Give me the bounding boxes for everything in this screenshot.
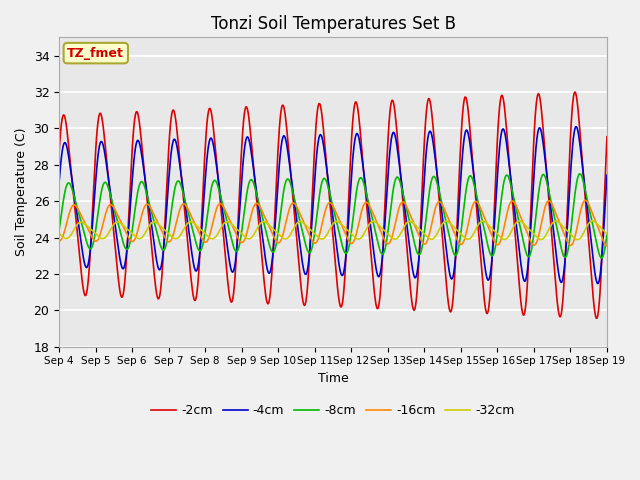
-8cm <box>575 171 583 177</box>
-32cm <box>206 235 214 241</box>
-8cm <box>415 252 423 257</box>
-2cm <box>65 147 73 153</box>
-4cm <box>573 124 580 130</box>
Legend: -2cm, -4cm, -8cm, -16cm, -32cm: -2cm, -4cm, -8cm, -16cm, -32cm <box>147 399 520 422</box>
-8cm <box>206 193 214 199</box>
-8cm <box>598 255 605 261</box>
-4cm <box>206 136 214 142</box>
-2cm <box>55 148 63 154</box>
-8cm <box>55 227 63 233</box>
-8cm <box>122 245 129 251</box>
-16cm <box>206 231 214 237</box>
Text: TZ_fmet: TZ_fmet <box>67 47 124 60</box>
-16cm <box>55 238 63 244</box>
-32cm <box>603 231 611 237</box>
-4cm <box>603 172 611 178</box>
-16cm <box>415 234 423 240</box>
Line: -16cm: -16cm <box>59 200 607 246</box>
-4cm <box>55 179 63 184</box>
Title: Tonzi Soil Temperatures Set B: Tonzi Soil Temperatures Set B <box>211 15 456 33</box>
-4cm <box>177 172 185 178</box>
-16cm <box>582 197 589 203</box>
-4cm <box>65 156 73 162</box>
-4cm <box>594 281 602 287</box>
-8cm <box>65 180 73 186</box>
-32cm <box>399 225 407 231</box>
-32cm <box>415 226 423 232</box>
-16cm <box>399 199 407 205</box>
-8cm <box>399 193 407 199</box>
-32cm <box>177 231 185 237</box>
-32cm <box>55 231 63 237</box>
-2cm <box>593 315 600 321</box>
-2cm <box>206 106 214 111</box>
X-axis label: Time: Time <box>317 372 348 385</box>
Line: -8cm: -8cm <box>59 174 607 258</box>
-32cm <box>65 234 73 240</box>
Line: -4cm: -4cm <box>59 127 607 284</box>
-32cm <box>573 237 581 242</box>
Line: -32cm: -32cm <box>59 221 607 240</box>
-4cm <box>122 259 129 264</box>
-2cm <box>177 171 185 177</box>
-32cm <box>122 225 129 230</box>
-4cm <box>415 248 423 253</box>
-2cm <box>399 205 407 211</box>
-2cm <box>571 89 579 95</box>
-16cm <box>122 228 129 234</box>
-8cm <box>177 183 185 189</box>
-16cm <box>65 211 73 217</box>
-2cm <box>603 134 611 140</box>
Y-axis label: Soil Temperature (C): Soil Temperature (C) <box>15 128 28 256</box>
-2cm <box>415 245 423 251</box>
-2cm <box>122 271 129 277</box>
-16cm <box>177 204 185 209</box>
-8cm <box>603 231 611 237</box>
Line: -2cm: -2cm <box>59 92 607 318</box>
-4cm <box>399 195 407 201</box>
-32cm <box>589 218 596 224</box>
-16cm <box>603 243 611 249</box>
